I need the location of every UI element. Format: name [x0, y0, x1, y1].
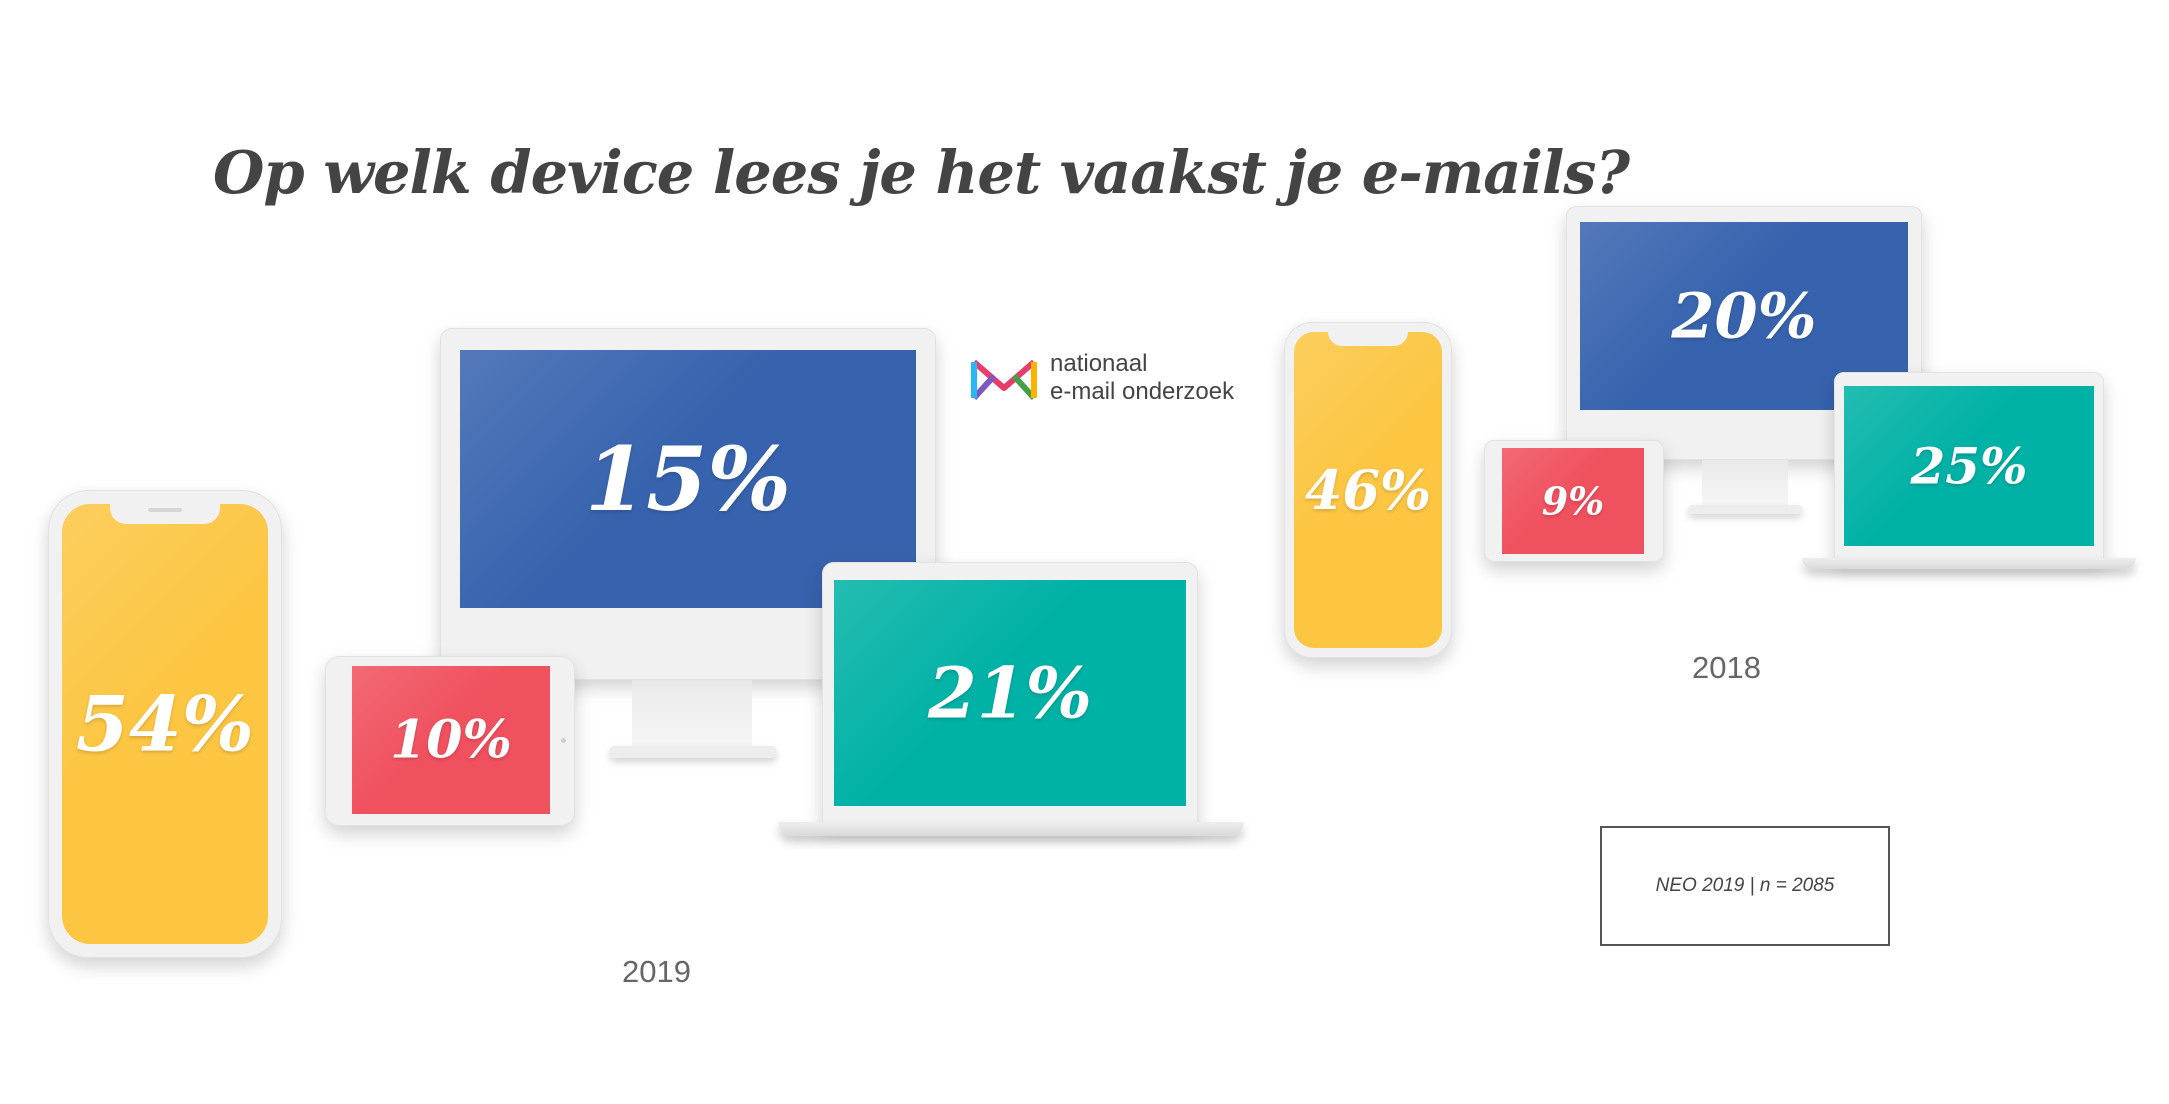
laptop-2019-value: 21%	[928, 651, 1092, 735]
logo-line2: e-mail onderzoek	[1050, 378, 1235, 405]
laptop-2019-base	[778, 822, 1244, 836]
year-label-2019: 2019	[622, 954, 691, 989]
smartphone-2018-value: 46%	[1304, 458, 1432, 522]
smartphone-2019-screen: 54%	[62, 504, 268, 944]
smartphone-2019-speaker	[148, 508, 182, 512]
source-note: NEO 2019 | n = 2085	[1655, 875, 1835, 896]
desktop-2019-stand-neck	[632, 680, 752, 748]
logo-icon	[971, 359, 1037, 401]
desktop-2018-stand-base	[1688, 505, 1802, 514]
desktop-2018-stand-neck	[1702, 460, 1788, 508]
tablet-2018-value: 9%	[1541, 478, 1605, 524]
desktop-2019-value: 15%	[584, 427, 792, 531]
tablet-2019-value: 10%	[390, 709, 512, 771]
laptop-2018-value: 25%	[1910, 436, 2028, 496]
smartphone-2018-notch	[1328, 332, 1408, 346]
laptop-2018-screen: 25%	[1844, 386, 2094, 546]
smartphone-2019-notch	[110, 504, 220, 524]
laptop-2019-screen: 21%	[834, 580, 1186, 806]
chart-title: Op welk device lees je het vaakst je e-m…	[213, 138, 1630, 207]
source-note-box: NEO 2019 | n = 2085	[1600, 826, 1890, 946]
year-label-2018: 2018	[1692, 650, 1761, 685]
desktop-2018-value: 20%	[1671, 279, 1817, 353]
desktop-2019-stand-base	[610, 746, 776, 758]
tablet-2019-screen: 10%	[352, 666, 550, 814]
logo-line1: nationaal	[1050, 350, 1148, 377]
tablet-2018-screen: 9%	[1502, 448, 1644, 554]
logo: nationaal e-mail onderzoek	[970, 350, 1250, 410]
smartphone-2018-screen: 46%	[1294, 332, 1442, 648]
smartphone-2019-value: 54%	[76, 679, 254, 769]
tablet-2019-camera	[561, 738, 566, 743]
laptop-2018-base	[1802, 558, 2136, 569]
